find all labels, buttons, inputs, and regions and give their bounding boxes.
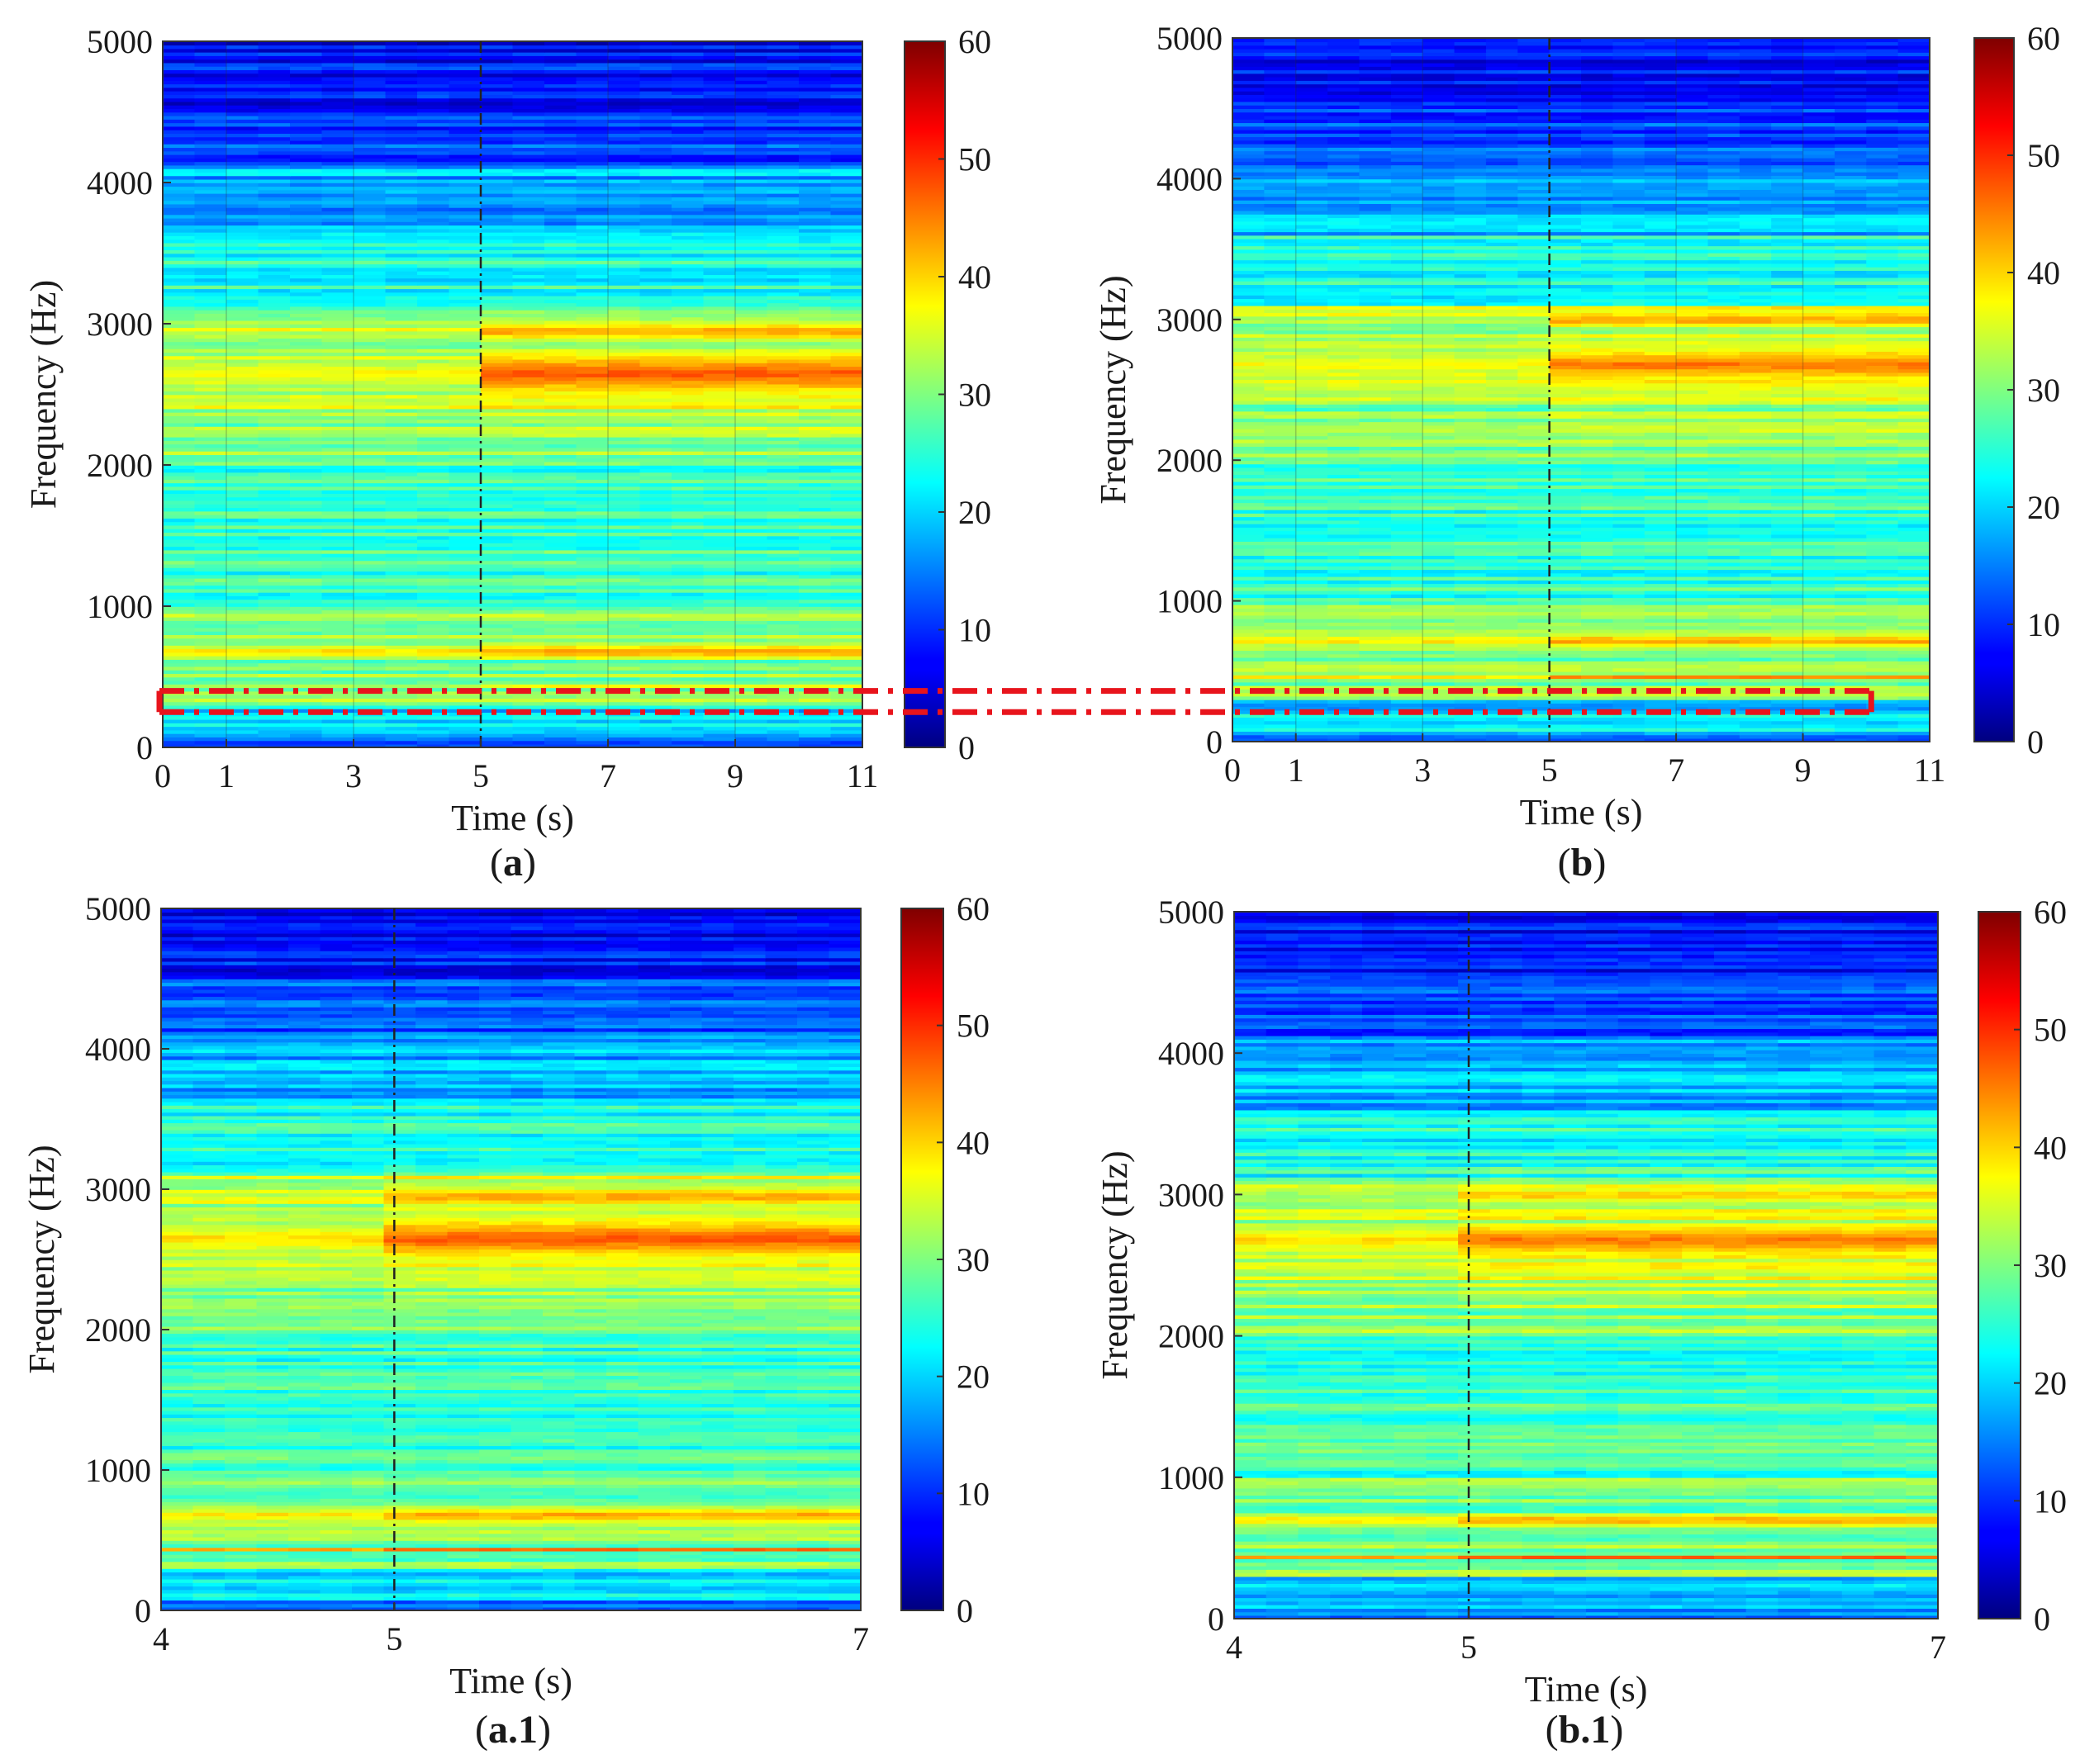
x-tick-label: 1: [218, 757, 235, 794]
x-tick-label: 5: [473, 757, 489, 794]
panel-b: 0 1 3 5 7 9 11010002000300040005000Time (s)Fre…: [1093, 20, 2060, 884]
x-tick-label: 9: [727, 757, 743, 794]
y-tick-label: 1000: [87, 588, 153, 625]
y-tick-label: 3000: [87, 306, 153, 343]
colorbar-tick-label: 40: [958, 258, 991, 296]
x-tick-label: 0: [154, 757, 171, 794]
colorbar-tick-label: 10: [958, 612, 991, 649]
spectrogram-a: [163, 41, 863, 748]
x-tick-label: 7: [600, 757, 616, 794]
spectrogram-figure: 0 1 3 5 7 9 11 0 1000 2000 3000 4000 5000 Time (s) Fre…: [0, 0, 2080, 1764]
spectrogram-b: [1232, 38, 1930, 742]
x-axis-label: Time (s): [451, 798, 574, 838]
panel-label: (a): [490, 841, 536, 884]
y-tick-label: 2000: [87, 447, 153, 484]
y-tick-label: 5000: [87, 23, 153, 60]
colorbar-tick-label: 0: [958, 729, 975, 766]
colorbar-tick-label: 30: [958, 377, 991, 414]
y-axis-label: Frequency (Hz): [23, 280, 64, 509]
colorbar-tick-label: 60: [958, 23, 991, 60]
x-tick-label: 3: [345, 757, 362, 794]
x-tick-label: 11: [847, 757, 879, 794]
colorbar-tick-label: 50: [958, 141, 991, 178]
colorbar-tick-label: 20: [958, 494, 991, 531]
y-tick-label: 4000: [87, 164, 153, 202]
y-tick-label: 0: [136, 729, 153, 766]
panel-a: 0 1 3 5 7 9 11 0 1000 2000 3000 4000 5000 Time (s) Fre…: [23, 23, 991, 884]
